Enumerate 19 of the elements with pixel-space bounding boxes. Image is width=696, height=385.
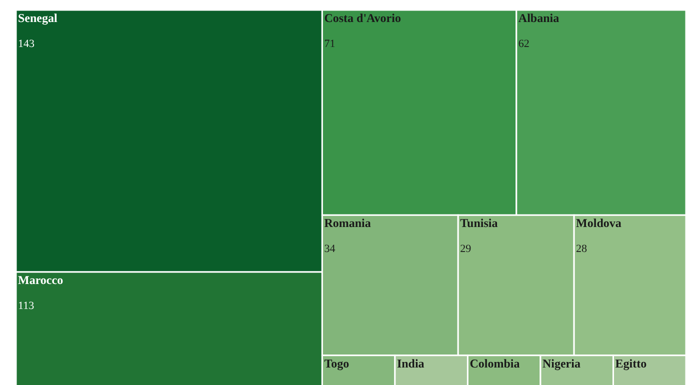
data-label: 29 (460, 243, 472, 256)
category-label: Colombia (470, 356, 520, 370)
category-label: Nigeria (542, 356, 580, 370)
category-label: Romania (324, 216, 371, 230)
category-label: Togo (324, 356, 350, 370)
data-label: 71 (324, 38, 336, 50)
data-label: 62 (518, 38, 530, 50)
category-label: Egitto (615, 356, 647, 370)
data-label: 28 (576, 243, 588, 256)
category-label: Senegal (18, 11, 58, 25)
category-label: Moldova (576, 216, 622, 230)
data-label: 113 (18, 300, 35, 312)
category-label: Marocco (18, 273, 64, 287)
data-label: 143 (18, 38, 35, 50)
category-label: Tunisia (460, 216, 498, 230)
category-label: Costa d'Avorio (324, 11, 401, 25)
category-label: India (396, 356, 424, 370)
data-label: 34 (324, 243, 336, 256)
category-label: Albania (518, 11, 560, 25)
